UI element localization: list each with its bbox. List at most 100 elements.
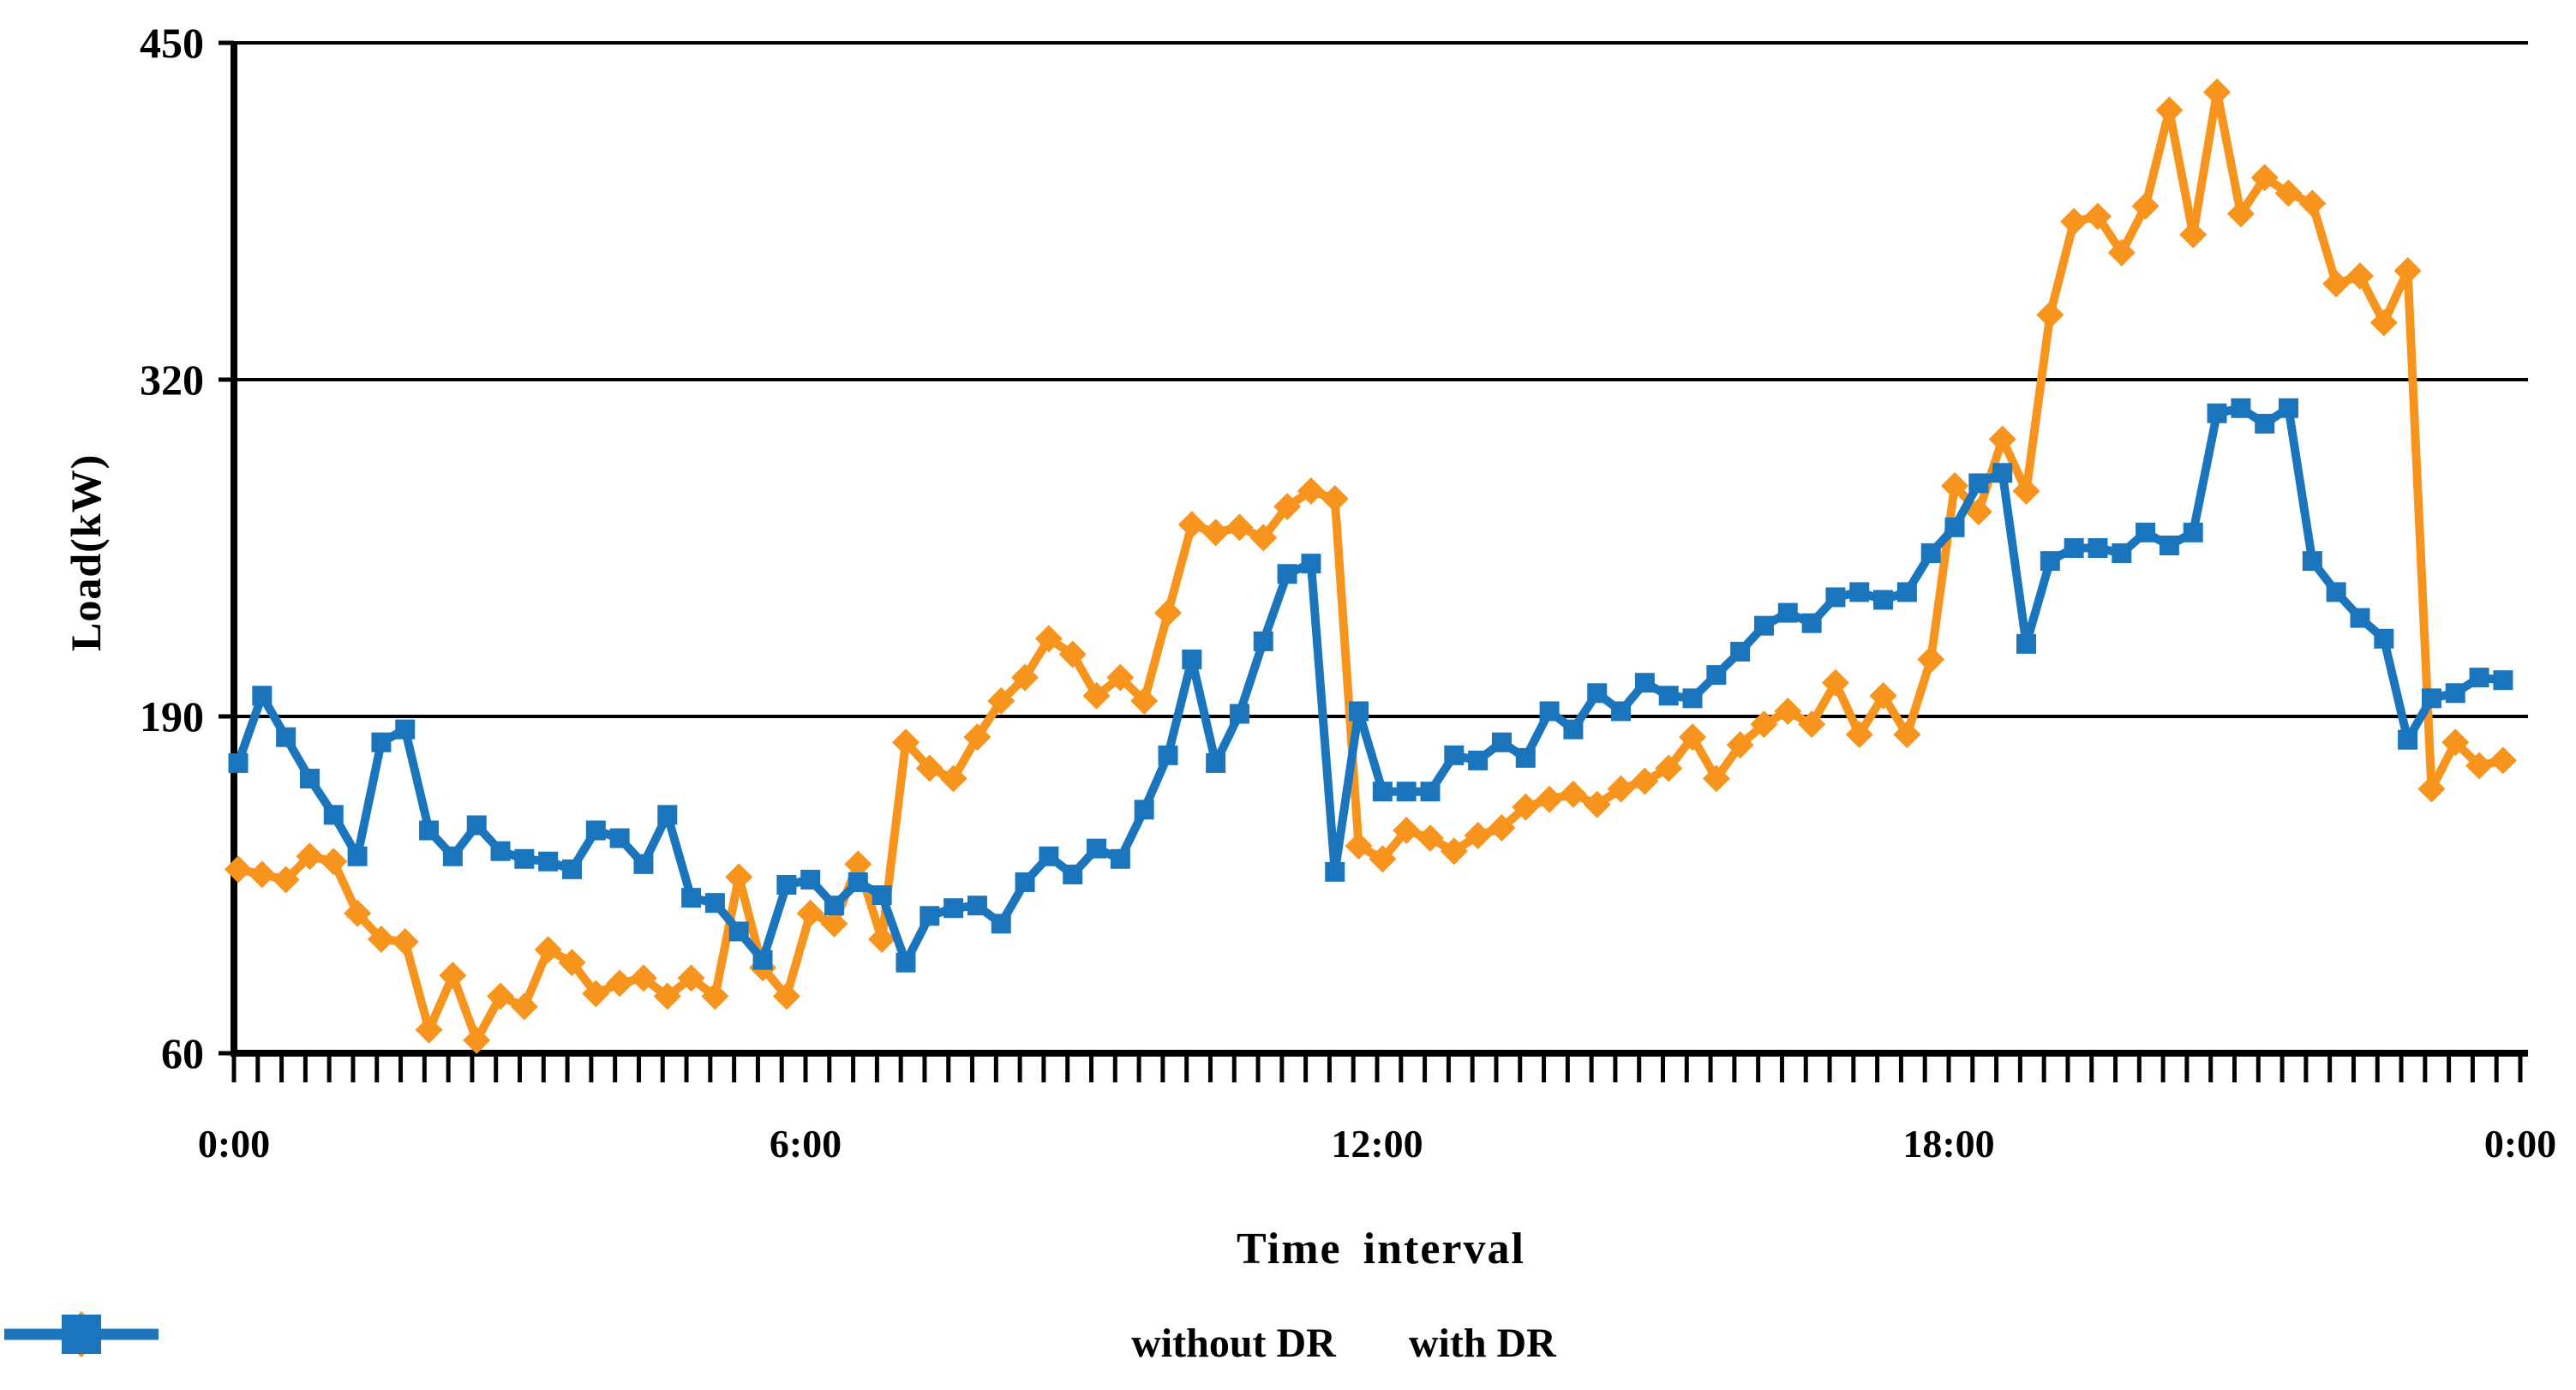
marker-diamond: [344, 899, 372, 927]
marker-diamond: [772, 982, 800, 1010]
x-tick-label-0: 0:00: [198, 1122, 270, 1165]
marker-diamond: [987, 686, 1015, 715]
marker-square: [1110, 848, 1130, 869]
marker-square: [2445, 683, 2465, 704]
marker-diamond: [1440, 837, 1468, 866]
marker-square: [1515, 747, 1536, 768]
marker-square: [371, 732, 392, 752]
marker-square: [1634, 673, 1655, 693]
marker-diamond: [2369, 309, 2398, 337]
legend: without DR with DR: [0, 1304, 2576, 1381]
marker-square: [704, 893, 725, 914]
marker-diamond: [2465, 752, 2494, 780]
marker-diamond: [2179, 220, 2208, 249]
marker-square: [1730, 641, 1751, 662]
marker-square: [1253, 631, 1273, 651]
x-axis-title: Time interval: [1237, 1225, 1525, 1273]
marker-diamond: [1941, 471, 1969, 500]
marker-diamond: [439, 962, 467, 990]
marker-square: [395, 719, 416, 740]
marker-diamond: [2322, 270, 2351, 298]
marker-square: [2302, 551, 2322, 572]
marker-diamond: [2012, 476, 2040, 505]
marker-diamond: [1679, 723, 1707, 752]
marker-diamond: [1273, 493, 1302, 521]
marker-diamond: [2107, 238, 2136, 267]
marker-square: [872, 885, 892, 906]
marker-square: [2231, 398, 2251, 418]
marker-diamond: [1821, 668, 1849, 697]
marker-diamond: [534, 936, 562, 964]
marker-square: [1873, 590, 1894, 610]
marker-square: [2183, 522, 2203, 542]
marker-diamond: [1845, 721, 1873, 749]
marker-square: [2493, 670, 2513, 691]
marker-diamond: [1488, 813, 1516, 842]
marker-square: [2040, 551, 2060, 572]
marker-diamond: [320, 848, 348, 876]
marker-square: [633, 854, 654, 874]
gridlines: [234, 41, 2528, 718]
legend-label-with-dr: with DR: [1408, 1320, 1556, 1366]
marker-square: [1611, 701, 1632, 722]
marker-diamond: [415, 1016, 443, 1044]
marker-square: [561, 859, 582, 879]
marker-diamond: [2274, 179, 2303, 207]
marker-square: [1372, 782, 1393, 802]
marker-diamond: [2131, 192, 2160, 220]
series-with-dr: [228, 398, 2513, 973]
marker-square: [299, 769, 320, 789]
marker-diamond: [1297, 476, 1325, 505]
marker-diamond: [1917, 645, 1945, 674]
marker-square: [1206, 752, 1226, 773]
marker-square: [2421, 688, 2441, 709]
marker-square: [1301, 554, 1321, 574]
marker-diamond: [1631, 767, 1659, 795]
marker-diamond: [2250, 164, 2279, 192]
marker-diamond: [487, 982, 515, 1010]
marker-square: [1896, 582, 1917, 602]
marker-square: [1992, 463, 2013, 483]
marker-diamond: [1417, 824, 1444, 853]
legend-item-with-dr: with DR: [4, 1315, 1556, 1367]
marker-square: [752, 950, 773, 970]
marker-diamond: [796, 899, 824, 927]
marker-diamond: [1011, 663, 1039, 692]
marker-diamond: [891, 728, 920, 757]
marker-diamond: [701, 982, 729, 1010]
x-tick-label-4: 0:00: [2484, 1122, 2556, 1165]
marker-square: [1444, 745, 1465, 765]
marker-diamond: [582, 980, 610, 1008]
marker-square: [252, 686, 273, 706]
marker-diamond: [1201, 518, 1230, 547]
marker-square: [1849, 582, 1870, 602]
marker-square: [1015, 872, 1035, 892]
marker-diamond: [1512, 793, 1540, 821]
marker-square: [1039, 846, 1059, 866]
marker-square: [2136, 522, 2156, 542]
marker-diamond: [2298, 189, 2327, 218]
marker-square: [2159, 535, 2179, 555]
marker-diamond: [510, 992, 538, 1021]
marker-square: [944, 898, 964, 919]
marker-diamond: [463, 1026, 491, 1054]
marker-diamond: [1583, 790, 1611, 818]
marker-diamond: [296, 842, 324, 871]
marker-square: [800, 869, 821, 890]
marker-diamond: [2489, 746, 2517, 775]
marker-diamond: [2036, 301, 2064, 329]
marker-diamond: [1607, 775, 1635, 803]
marker-diamond: [606, 969, 634, 998]
marker-square: [2398, 729, 2418, 750]
y-tick-label-450: 450: [140, 19, 204, 67]
marker-square: [2016, 633, 2036, 654]
marker-diamond: [272, 866, 300, 894]
marker-diamond: [1177, 511, 1206, 539]
marker-square: [1063, 864, 1083, 884]
marker-diamond: [248, 860, 276, 889]
marker-square: [1182, 649, 1202, 669]
marker-square: [323, 805, 344, 825]
marker-square: [776, 875, 797, 895]
